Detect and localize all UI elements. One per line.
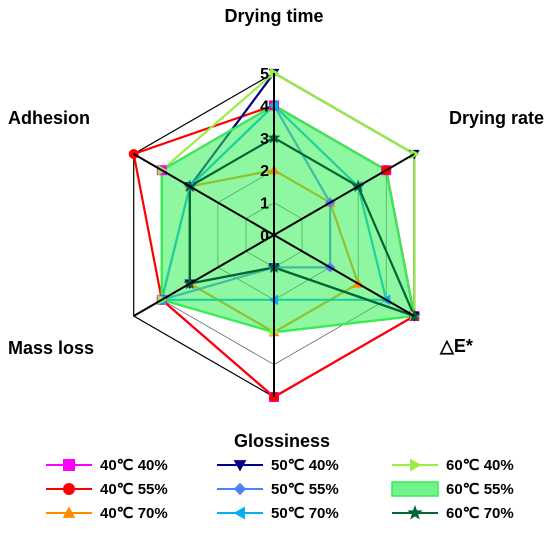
legend-swatch-fill [391,481,439,497]
axis-label-1: Drying rate [449,108,544,128]
legend-swatch-marker [63,459,75,471]
series-line-7 [160,104,416,334]
spoke-2 [273,234,415,317]
series-6-point-1 [410,148,420,160]
legend-label: 60℃ 55% [446,481,514,498]
legend-item-2: 40℃ 70% [44,501,168,525]
axis-label-2: △E* [439,336,473,356]
tick-label-4: 4 [260,98,269,115]
legend-swatch-marker [410,458,422,472]
legend-swatch-5 [217,506,263,520]
axis-label-0: Drying time [224,6,323,26]
legend-item-8: 60℃ 70% [390,501,514,525]
axis-label-3: Glossiness [234,431,330,451]
legend-label: 50℃ 55% [271,481,339,498]
legend-swatch-marker [62,506,76,518]
spoke-1 [273,153,415,236]
legend-swatch-1 [46,483,92,495]
legend-swatch-marker [233,506,245,520]
legend-item-0: 40℃ 40% [44,453,168,477]
legend-label: 60℃ 40% [446,457,514,474]
legend-swatch-marker [233,460,247,472]
legend-swatch-7 [391,481,439,497]
legend-label: 40℃ 40% [100,457,168,474]
axis-label-4: Mass loss [8,338,94,358]
chart-legend: 40℃ 40% 40℃ 55% 40℃ 70% 50℃ 40% 50℃ 55% 50℃ 7… [0,455,550,537]
radar-tick-labels: 0 1 2 3 4 5 [260,66,269,245]
legend-swatch-2 [46,506,92,518]
legend-swatch-marker [233,482,247,496]
legend-label: 50℃ 40% [271,457,339,474]
legend-swatch-8 [392,504,438,520]
tick-label-5: 5 [260,66,269,83]
legend-swatch-0 [46,459,92,471]
legend-item-1: 40℃ 55% [44,477,168,501]
tick-label-0: 0 [260,228,269,245]
tick-label-2: 2 [260,163,269,180]
legend-item-4: 50℃ 55% [215,477,339,501]
legend-swatch-6 [392,458,438,472]
legend-item-6: 60℃ 40% [390,453,514,477]
spoke-5 [133,153,275,236]
legend-label: 60℃ 70% [446,505,514,522]
radar-chart: 0 1 2 3 4 5 Drying time Drying rate △E* Glossine… [8,6,544,451]
spoke-4 [133,234,275,317]
legend-item-3: 50℃ 40% [215,453,339,477]
legend-item-5: 50℃ 70% [215,501,339,525]
tick-label-3: 3 [260,131,269,148]
legend-item-7: 60℃ 55% [390,477,514,501]
legend-swatch-3 [217,460,263,472]
legend-label: 40℃ 55% [100,481,168,498]
legend-label: 40℃ 70% [100,505,168,522]
legend-swatch-4 [217,482,263,496]
axis-label-5: Adhesion [8,108,90,128]
legend-label: 50℃ 70% [271,505,339,522]
radar-axis-labels: Drying time Drying rate △E* Glossiness Mass … [8,6,544,451]
legend-swatch-marker [63,483,75,495]
radar-spokes [133,73,415,397]
tick-label-1: 1 [260,196,269,213]
legend-swatch-marker [407,504,423,520]
